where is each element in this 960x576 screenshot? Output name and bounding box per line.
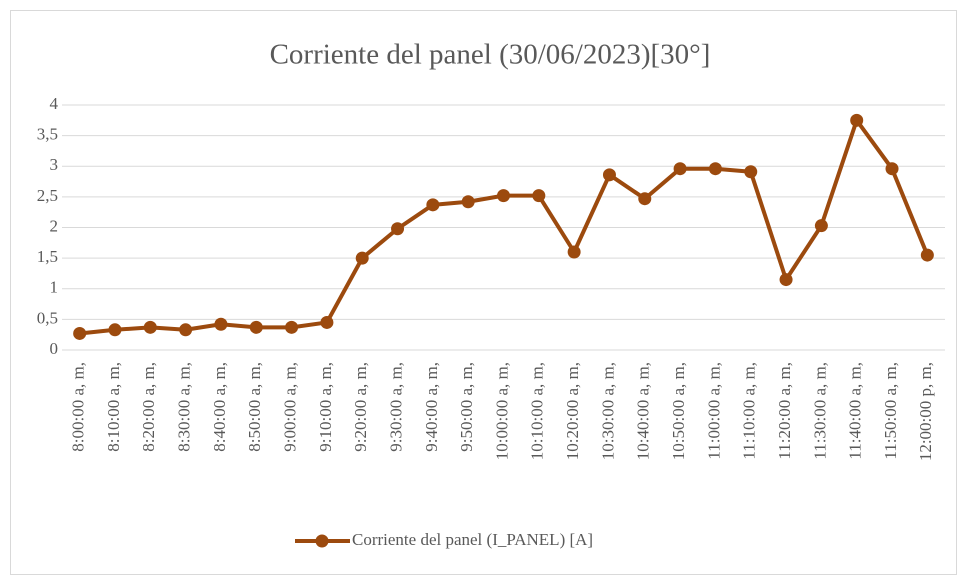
y-tick-label: 0 — [50, 339, 59, 358]
data-point — [214, 317, 228, 331]
x-tick-label: 11:40:00 a, m, — [846, 362, 865, 460]
y-tick-label: 2,5 — [37, 186, 58, 205]
data-point — [73, 326, 87, 340]
data-point — [532, 189, 546, 203]
data-point — [638, 192, 652, 206]
data-point — [391, 222, 405, 236]
x-tick-label: 10:20:00 a, m, — [563, 362, 582, 460]
data-point — [285, 320, 299, 334]
legend-label: Corriente del panel (I_PANEL) [A] — [352, 530, 593, 549]
y-tick-label: 4 — [50, 94, 59, 113]
x-tick-label: 11:50:00 a, m, — [881, 362, 900, 460]
x-tick-label: 8:30:00 a, m, — [175, 362, 194, 452]
x-tick-label: 11:30:00 a, m, — [810, 362, 829, 460]
y-tick-label: 0,5 — [37, 308, 58, 327]
x-tick-label: 8:40:00 a, m, — [210, 362, 229, 452]
x-tick-label: 10:40:00 a, m, — [634, 362, 653, 460]
x-tick-label: 8:00:00 a, m, — [69, 362, 88, 452]
x-tick-label: 8:10:00 a, m, — [104, 362, 123, 452]
data-point — [850, 113, 864, 127]
x-tick-label: 11:00:00 a, m, — [704, 362, 723, 460]
data-point — [885, 162, 899, 176]
y-tick-label: 3 — [50, 155, 59, 174]
x-tick-label: 11:20:00 a, m, — [775, 362, 794, 460]
x-tick-label: 10:30:00 a, m, — [598, 362, 617, 460]
x-tick-label: 9:50:00 a, m, — [457, 362, 476, 452]
chart-title: Corriente del panel (30/06/2023)[30°] — [270, 39, 711, 71]
data-point — [108, 323, 122, 337]
x-tick-label: 10:50:00 a, m, — [669, 362, 688, 460]
y-tick-label: 1,5 — [37, 247, 58, 266]
data-point — [602, 168, 616, 182]
data-point — [708, 162, 722, 176]
data-point — [497, 189, 510, 203]
x-tick-label: 10:10:00 a, m, — [528, 362, 547, 460]
y-tick-label: 2 — [50, 216, 59, 235]
x-tick-label: 9:40:00 a, m, — [422, 362, 441, 452]
data-point — [920, 248, 934, 262]
data-point — [779, 273, 793, 287]
data-point — [426, 198, 440, 212]
data-point — [320, 315, 334, 329]
x-tick-label: 10:00:00 a, m, — [492, 362, 511, 460]
data-point — [179, 323, 193, 337]
data-point — [814, 219, 828, 233]
data-point — [567, 245, 581, 259]
chart-border — [10, 10, 957, 575]
y-tick-label: 1 — [50, 278, 59, 297]
data-point — [461, 195, 475, 209]
x-tick-label: 8:20:00 a, m, — [139, 362, 158, 452]
data-point — [143, 320, 157, 334]
data-point — [249, 320, 263, 334]
x-tick-label: 9:30:00 a, m, — [386, 362, 405, 452]
data-point — [355, 251, 369, 265]
x-tick-label: 9:20:00 a, m, — [351, 362, 370, 452]
y-tick-label: 3,5 — [37, 125, 58, 144]
x-tick-label: 9:10:00 a, m, — [316, 362, 335, 452]
x-tick-label: 9:00:00 a, m, — [280, 362, 299, 452]
x-tick-label: 11:10:00 a, m, — [740, 362, 759, 460]
x-tick-label: 8:50:00 a, m, — [245, 362, 264, 452]
data-point — [673, 162, 687, 176]
data-point — [744, 165, 758, 179]
legend-marker — [315, 534, 329, 548]
x-tick-label: 12:00:00 p, m, — [916, 362, 935, 461]
